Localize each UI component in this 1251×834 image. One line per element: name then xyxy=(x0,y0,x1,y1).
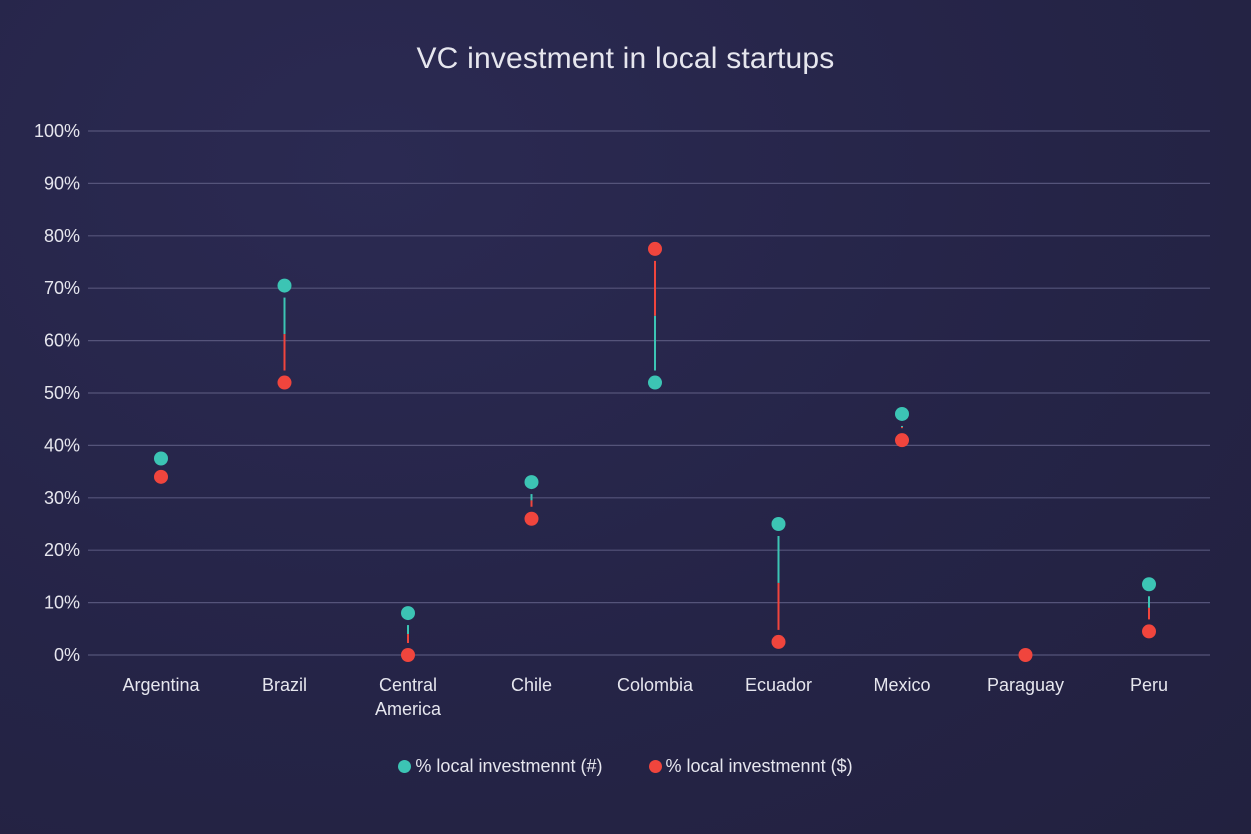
data-point-count xyxy=(401,606,415,621)
x-tick-label: Ecuador xyxy=(745,675,812,695)
data-point-count xyxy=(648,375,662,390)
y-tick-label: 40% xyxy=(44,435,80,455)
data-point-count xyxy=(895,406,909,421)
legend-item-count: % local investmennt (#) xyxy=(398,756,603,777)
legend-marker-amount xyxy=(648,760,662,773)
y-tick-label: 60% xyxy=(44,331,80,351)
grid-lines xyxy=(88,130,1210,656)
x-tick-label: Colombia xyxy=(617,675,694,695)
x-tick-label: Mexico xyxy=(873,675,930,695)
data-point-amount xyxy=(401,648,415,662)
legend: % local investmennt (#) % local investme… xyxy=(0,756,1251,777)
x-axis-tick-labels: Argentina Brazil Central America Chile Colomb… xyxy=(122,675,1168,719)
y-tick-label: 30% xyxy=(44,488,80,508)
y-axis-tick-labels: 0% 10% 20% 30% 40% 50% 60% 70% 80% 90% 100% xyxy=(34,121,80,665)
y-tick-label: 20% xyxy=(44,540,80,560)
connector-lines xyxy=(283,260,1150,643)
data-point-amount xyxy=(1018,648,1033,662)
legend-marker-count xyxy=(398,760,412,773)
x-tick-label: Peru xyxy=(1130,675,1168,695)
chart-title: VC investment in local startups xyxy=(416,42,835,75)
y-tick-label: 70% xyxy=(44,278,80,298)
y-tick-label: 90% xyxy=(44,173,80,193)
legend-label-count: % local investmennt (#) xyxy=(415,756,603,776)
data-point-amount xyxy=(524,511,539,526)
data-point-amount xyxy=(154,469,168,484)
data-point-amount xyxy=(1142,624,1156,639)
x-tick-label: Paraguay xyxy=(987,675,1064,695)
y-tick-label: 80% xyxy=(44,226,80,246)
data-point-amount xyxy=(771,634,786,649)
y-tick-label: 10% xyxy=(44,593,80,613)
data-points xyxy=(154,241,1156,662)
data-point-count xyxy=(154,451,168,466)
data-point-count xyxy=(1142,577,1156,592)
x-tick-label: Brazil xyxy=(262,675,307,695)
data-point-count xyxy=(771,517,786,531)
legend-item-amount: % local investmennt ($) xyxy=(648,756,853,777)
y-tick-label: 0% xyxy=(54,645,80,665)
data-point-amount xyxy=(895,433,909,448)
x-tick-label: Argentina xyxy=(122,675,200,695)
legend-label-amount: % local investmennt ($) xyxy=(665,756,853,776)
data-point-count xyxy=(277,278,292,293)
data-point-amount xyxy=(277,375,292,390)
data-point-count xyxy=(524,475,539,490)
y-tick-label: 100% xyxy=(34,121,80,141)
y-tick-label: 50% xyxy=(44,383,80,403)
data-point-amount xyxy=(648,241,662,256)
x-tick-label: Chile xyxy=(511,675,552,695)
x-tick-label: Central America xyxy=(375,675,442,719)
